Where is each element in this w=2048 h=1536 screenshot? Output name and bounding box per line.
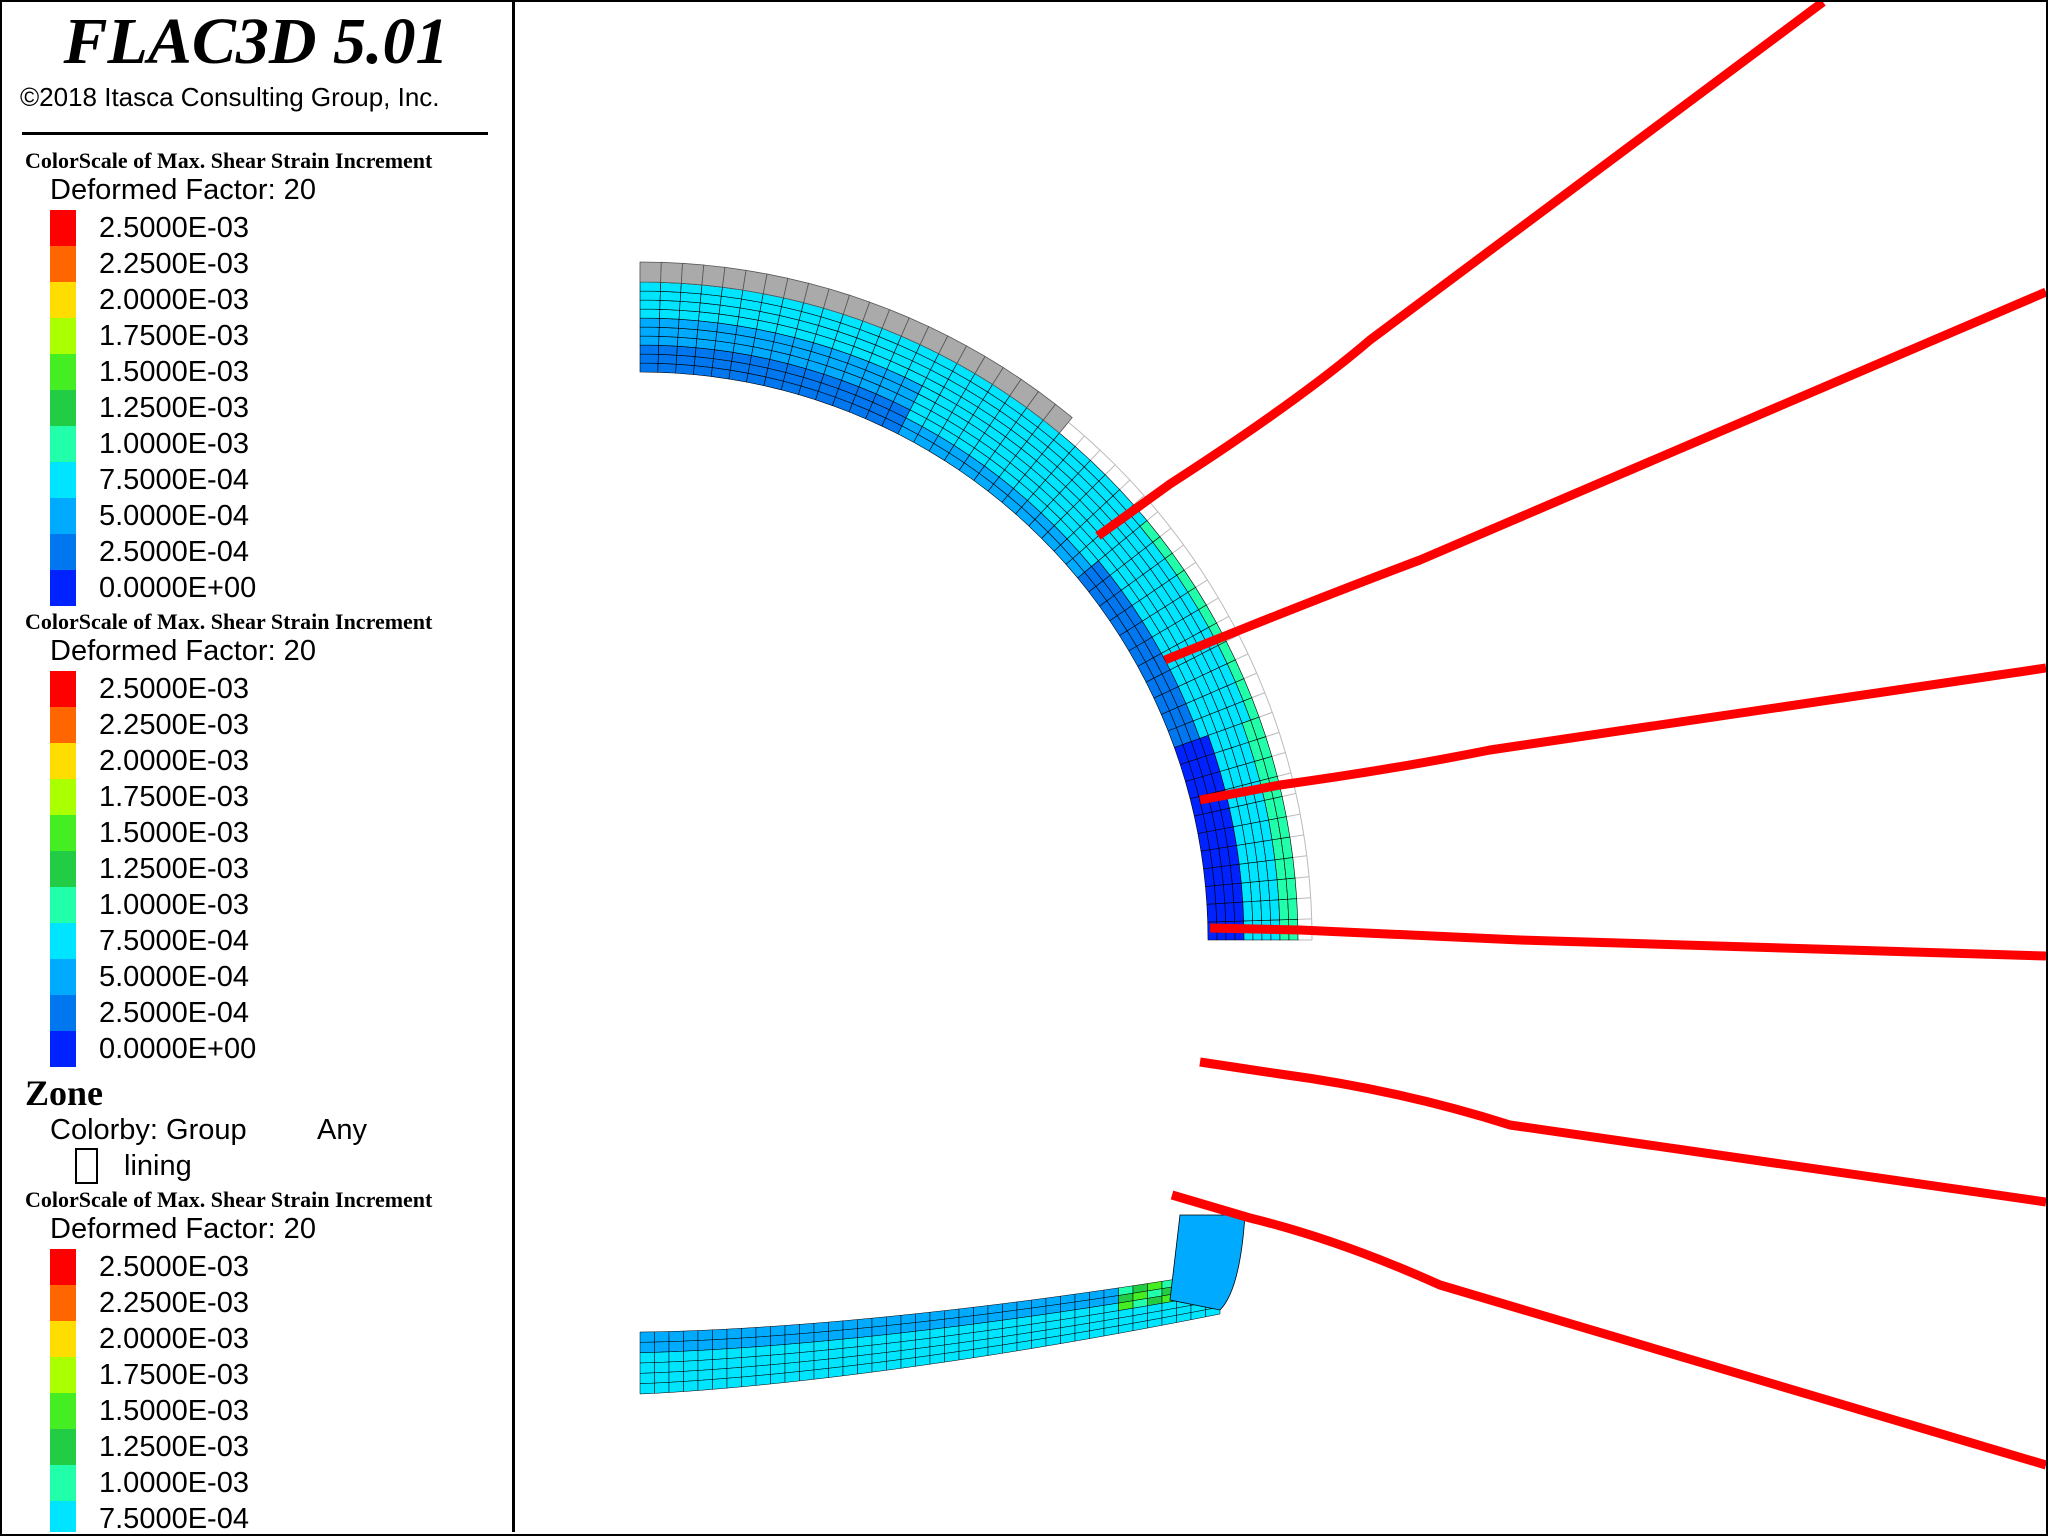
legend-label: 0.0000E+00 [99, 1033, 257, 1065]
legend-swatch [50, 1357, 76, 1393]
legend-label: 5.0000E-04 [99, 500, 249, 532]
legend-swatch [50, 354, 76, 390]
legend-title: ColorScale of Max. Shear Strain Incremen… [25, 148, 433, 173]
copyright-text: ©2018 Itasca Consulting Group, Inc. [20, 82, 440, 112]
legend-label: 2.2500E-03 [99, 709, 249, 741]
legend-swatch [50, 1249, 76, 1285]
legend-swatch [50, 923, 76, 959]
zone-any-label: Any [317, 1114, 367, 1146]
legend-label: 1.5000E-03 [99, 356, 249, 388]
legend-subtitle: Deformed Factor: 20 [50, 1213, 316, 1245]
legend-swatch [50, 1429, 76, 1465]
legend-title: ColorScale of Max. Shear Strain Incremen… [25, 1187, 433, 1212]
legend-label: 7.5000E-04 [99, 1503, 249, 1532]
rock-bolt [1209, 923, 2046, 961]
shell-elements [639, 261, 1073, 434]
legend-swatch [50, 707, 76, 743]
rock-bolt [1199, 663, 2046, 805]
legend-label: 1.2500E-03 [99, 1431, 249, 1463]
legend-label: 2.5000E-04 [99, 536, 249, 568]
legend-swatch [50, 1321, 76, 1357]
legend-swatch [50, 779, 76, 815]
legend-label: 1.2500E-03 [99, 853, 249, 885]
rock-bolt [1199, 1057, 2046, 1207]
legend-swatch [50, 462, 76, 498]
legend-label: 2.5000E-04 [99, 997, 249, 1029]
legend-swatch [50, 1393, 76, 1429]
legend-swatch [50, 534, 76, 570]
legend-label: 1.7500E-03 [99, 781, 249, 813]
legend-label: 2.5000E-03 [99, 673, 249, 705]
legend-swatch [50, 498, 76, 534]
legend-swatch [50, 1285, 76, 1321]
legend-label: 1.0000E-03 [99, 1467, 249, 1499]
legend-label: 2.2500E-03 [99, 1287, 249, 1319]
lining-zones [639, 281, 1299, 1395]
legend-swatch [50, 318, 76, 354]
legend-panel: FLAC3D 5.01 ©2018 Itasca Consulting Grou… [0, 0, 515, 1532]
legend-label: 1.0000E-03 [99, 889, 249, 921]
model-plot[interactable] [515, 2, 2046, 1532]
legend-swatch [50, 282, 76, 318]
legend-swatch [50, 887, 76, 923]
rock-bolts [1095, 2, 2046, 1470]
legend-label: 2.0000E-03 [99, 284, 249, 316]
rock-bolt [1170, 1190, 2046, 1470]
legend-swatch [50, 426, 76, 462]
legend-label: 1.2500E-03 [99, 392, 249, 424]
legend-swatch [50, 246, 76, 282]
legend-swatch [50, 1465, 76, 1501]
lining-group-swatch [75, 1148, 98, 1184]
legend-swatch [50, 1031, 76, 1067]
legend-swatch [50, 570, 76, 606]
legend-label: 2.5000E-03 [99, 1251, 249, 1283]
model-viewport[interactable] [515, 2, 2046, 1532]
rock-bolt [1095, 2, 1826, 540]
legend-label: 2.0000E-03 [99, 1323, 249, 1355]
legend-subtitle: Deformed Factor: 20 [50, 174, 316, 206]
legend-swatch [50, 671, 76, 707]
app-title: FLAC3D 5.01 [63, 5, 449, 78]
legend-swatch [50, 851, 76, 887]
legend-label: 2.2500E-03 [99, 248, 249, 280]
legend-label: 1.7500E-03 [99, 1359, 249, 1391]
legend-swatch [50, 995, 76, 1031]
legend-divider [22, 132, 488, 135]
legend-title: ColorScale of Max. Shear Strain Incremen… [25, 609, 433, 634]
rock-bolt [1163, 287, 2046, 665]
legend-label: 7.5000E-04 [99, 464, 249, 496]
legend-label: 0.0000E+00 [99, 572, 257, 604]
legend-label: 1.0000E-03 [99, 428, 249, 460]
legend-swatch [50, 743, 76, 779]
legend-swatch [50, 959, 76, 995]
legend-label: 1.5000E-03 [99, 1395, 249, 1427]
legend-swatch [50, 815, 76, 851]
legend-swatch [50, 390, 76, 426]
lining-group-label: lining [124, 1150, 192, 1182]
legend-label: 2.0000E-03 [99, 745, 249, 777]
legend-label: 7.5000E-04 [99, 925, 249, 957]
legend-subtitle: Deformed Factor: 20 [50, 635, 316, 667]
zone-heading: Zone [25, 1073, 104, 1113]
legend-swatch [50, 1501, 76, 1532]
legend-label: 1.7500E-03 [99, 320, 249, 352]
legend-label: 5.0000E-04 [99, 961, 249, 993]
legend-label: 1.5000E-03 [99, 817, 249, 849]
legend-swatch [50, 210, 76, 246]
legend-label: 2.5000E-03 [99, 212, 249, 244]
zone-colorby-label: Colorby: Group [50, 1114, 247, 1146]
